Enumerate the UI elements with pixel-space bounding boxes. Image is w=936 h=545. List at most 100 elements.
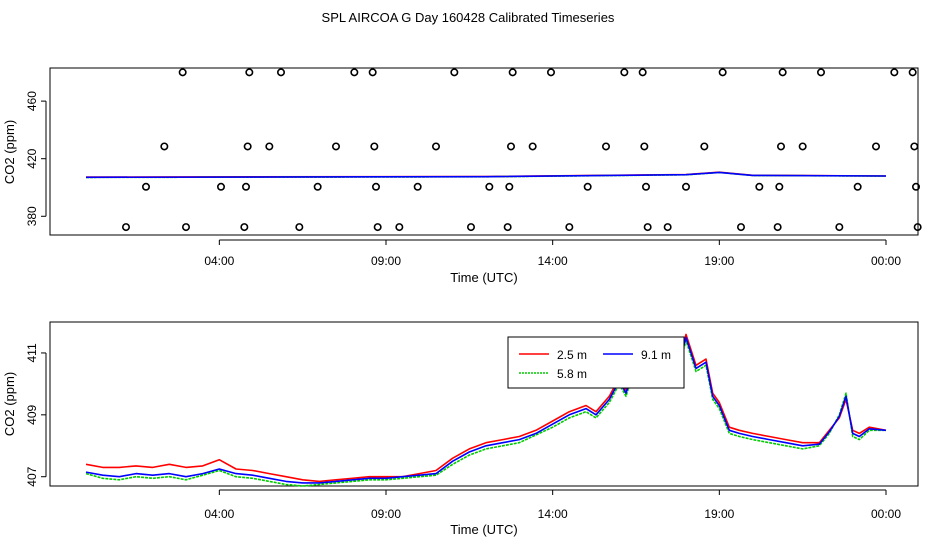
scatter-point [506, 142, 515, 151]
scatter-point [370, 142, 379, 151]
scatter-point [908, 68, 917, 77]
scatter-point [775, 182, 784, 191]
bottom-x-axis: 04:00 09:00 14:00 19:00 00:00 [204, 489, 901, 521]
scatter-point [373, 223, 382, 232]
x-tick-label: 00:00 [871, 254, 901, 268]
top-points-group [122, 68, 922, 232]
scatter-point [160, 142, 169, 151]
scatter-point [450, 68, 459, 77]
scatter-point [431, 142, 440, 151]
scatter-point [240, 223, 249, 232]
scatter-point [243, 142, 252, 151]
scatter-point [871, 142, 880, 151]
top-x-axis-label: Time (UTC) [450, 270, 517, 285]
bottom-panel: 04:00 09:00 14:00 19:00 00:00 407 409 411 Time… [2, 321, 919, 537]
scatter-point [835, 223, 844, 232]
y-tick-label: 411 [25, 343, 39, 362]
scatter-point [331, 142, 340, 151]
scatter-point [641, 182, 650, 191]
scatter-point [528, 142, 537, 151]
scatter-point [276, 68, 285, 77]
scatter-point [350, 68, 359, 77]
legend-box [507, 336, 685, 389]
scatter-point [583, 182, 592, 191]
y-tick-label: 407 [25, 466, 39, 486]
series-line-9-1-m [85, 336, 887, 484]
scatter-point [601, 142, 610, 151]
x-tick-label: 19:00 [704, 507, 734, 521]
scatter-point [700, 142, 709, 151]
top-y-axis: 380 420 460 [25, 91, 47, 226]
top-y-axis-label: CO2 (ppm) [2, 120, 17, 184]
scatter-point [503, 223, 512, 232]
scatter-point [505, 182, 514, 191]
scatter-point [620, 68, 629, 77]
bottom-series-group [85, 333, 887, 487]
legend-label-2-5m: 2.5 m [557, 348, 587, 362]
series-line-5-8-m [85, 339, 886, 487]
scatter-point [910, 142, 919, 151]
scatter-point [816, 68, 825, 77]
scatter-point [265, 142, 274, 151]
y-tick-label: 380 [25, 206, 39, 226]
scatter-point [913, 223, 922, 232]
x-tick-label: 04:00 [204, 507, 234, 521]
x-tick-label: 19:00 [704, 254, 734, 268]
series-line-9-1-m [85, 171, 887, 179]
scatter-point [853, 182, 862, 191]
x-tick-label: 09:00 [371, 507, 401, 521]
scatter-point [638, 68, 647, 77]
scatter-point [736, 223, 745, 232]
scatter-point [295, 223, 304, 232]
scatter-point [395, 223, 404, 232]
y-tick-label: 460 [25, 91, 39, 111]
bottom-plot-frame [49, 321, 919, 487]
scatter-point [245, 68, 254, 77]
scatter-point [413, 182, 422, 191]
bottom-y-axis: 407 409 411 [25, 343, 47, 487]
chart-title: SPL AIRCOA G Day 160428 Calibrated Times… [322, 10, 615, 25]
x-tick-label: 00:00 [871, 507, 901, 521]
scatter-point [565, 223, 574, 232]
scatter-point [371, 182, 380, 191]
bottom-y-axis-label: CO2 (ppm) [2, 372, 17, 436]
scatter-point [718, 68, 727, 77]
legend-label-9-1m: 9.1 m [641, 348, 671, 362]
scatter-point [485, 182, 494, 191]
scatter-point [466, 223, 475, 232]
scatter-point [755, 182, 764, 191]
scatter-point [217, 182, 226, 191]
y-tick-label: 409 [25, 404, 39, 424]
top-series-group [85, 171, 887, 179]
legend-label-5-8m: 5.8 m [557, 367, 587, 381]
x-tick-label: 14:00 [538, 507, 568, 521]
scatter-point [773, 223, 782, 232]
x-tick-label: 04:00 [204, 254, 234, 268]
scatter-point [242, 182, 251, 191]
scatter-point [681, 182, 690, 191]
scatter-point [890, 68, 899, 77]
y-tick-label: 420 [25, 148, 39, 168]
scatter-point [368, 68, 377, 77]
legend: 2.5 m 5.8 m 9.1 m [507, 336, 685, 389]
scatter-point [776, 142, 785, 151]
scatter-point [778, 68, 787, 77]
top-plot-frame [49, 67, 919, 236]
x-tick-label: 14:00 [538, 254, 568, 268]
scatter-point [508, 68, 517, 77]
top-panel: 04:00 09:00 14:00 19:00 00:00 380 420 460 Time… [2, 67, 922, 285]
scatter-point [911, 182, 920, 191]
scatter-point [640, 142, 649, 151]
scatter-point [142, 182, 151, 191]
scatter-point [546, 68, 555, 77]
scatter-point [178, 68, 187, 77]
scatter-point [122, 223, 131, 232]
series-line-2-5-m [85, 333, 887, 483]
bottom-x-axis-label: Time (UTC) [450, 522, 517, 537]
scatter-point [798, 142, 807, 151]
scatter-point [643, 223, 652, 232]
scatter-point [663, 223, 672, 232]
scatter-point [313, 182, 322, 191]
scatter-point [182, 223, 191, 232]
